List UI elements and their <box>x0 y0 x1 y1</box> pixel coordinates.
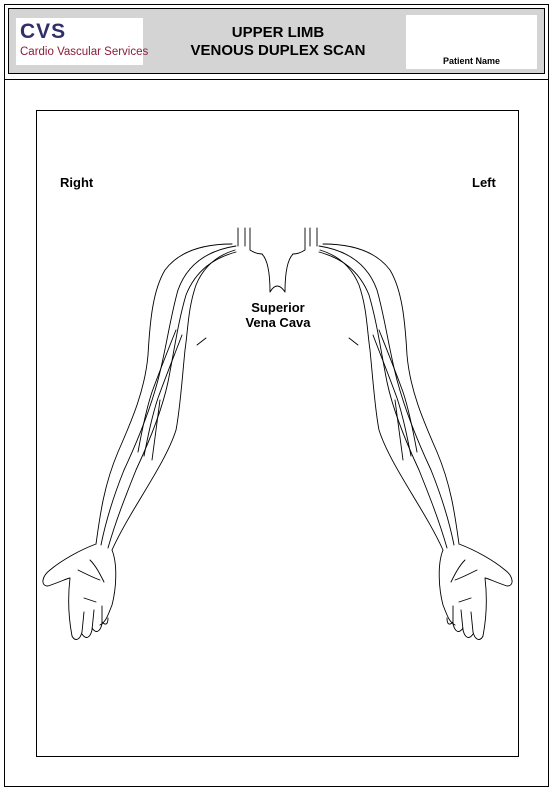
header-divider <box>4 79 549 80</box>
svc-line-1: Superior <box>251 300 305 315</box>
page-border <box>4 4 549 787</box>
title-line-1: UPPER LIMB <box>231 24 325 41</box>
svc-label: Superior Vena Cava <box>210 300 346 330</box>
svc-outline <box>261 253 294 293</box>
right-arm <box>42 243 237 640</box>
patient-name-label: Patient Name <box>442 56 501 66</box>
left-label: Left <box>472 175 496 190</box>
left-arm <box>318 243 513 640</box>
svc-line-2: Vena Cava <box>245 315 311 330</box>
diagram-frame <box>36 110 519 757</box>
logo-abbr: CVS <box>20 20 67 43</box>
neck-veins <box>237 227 318 255</box>
right-label: Right <box>60 175 94 190</box>
report-title: UPPER LIMB VENOUS DUPLEX SCAN <box>158 24 398 60</box>
patient-name-field[interactable]: Patient Name <box>406 15 537 69</box>
logo-name: Cardio Vascular Services <box>20 46 149 58</box>
title-line-2: VENOUS DUPLEX SCAN <box>190 42 366 59</box>
cvs-logo: CVS Cardio Vascular Services <box>16 18 148 65</box>
